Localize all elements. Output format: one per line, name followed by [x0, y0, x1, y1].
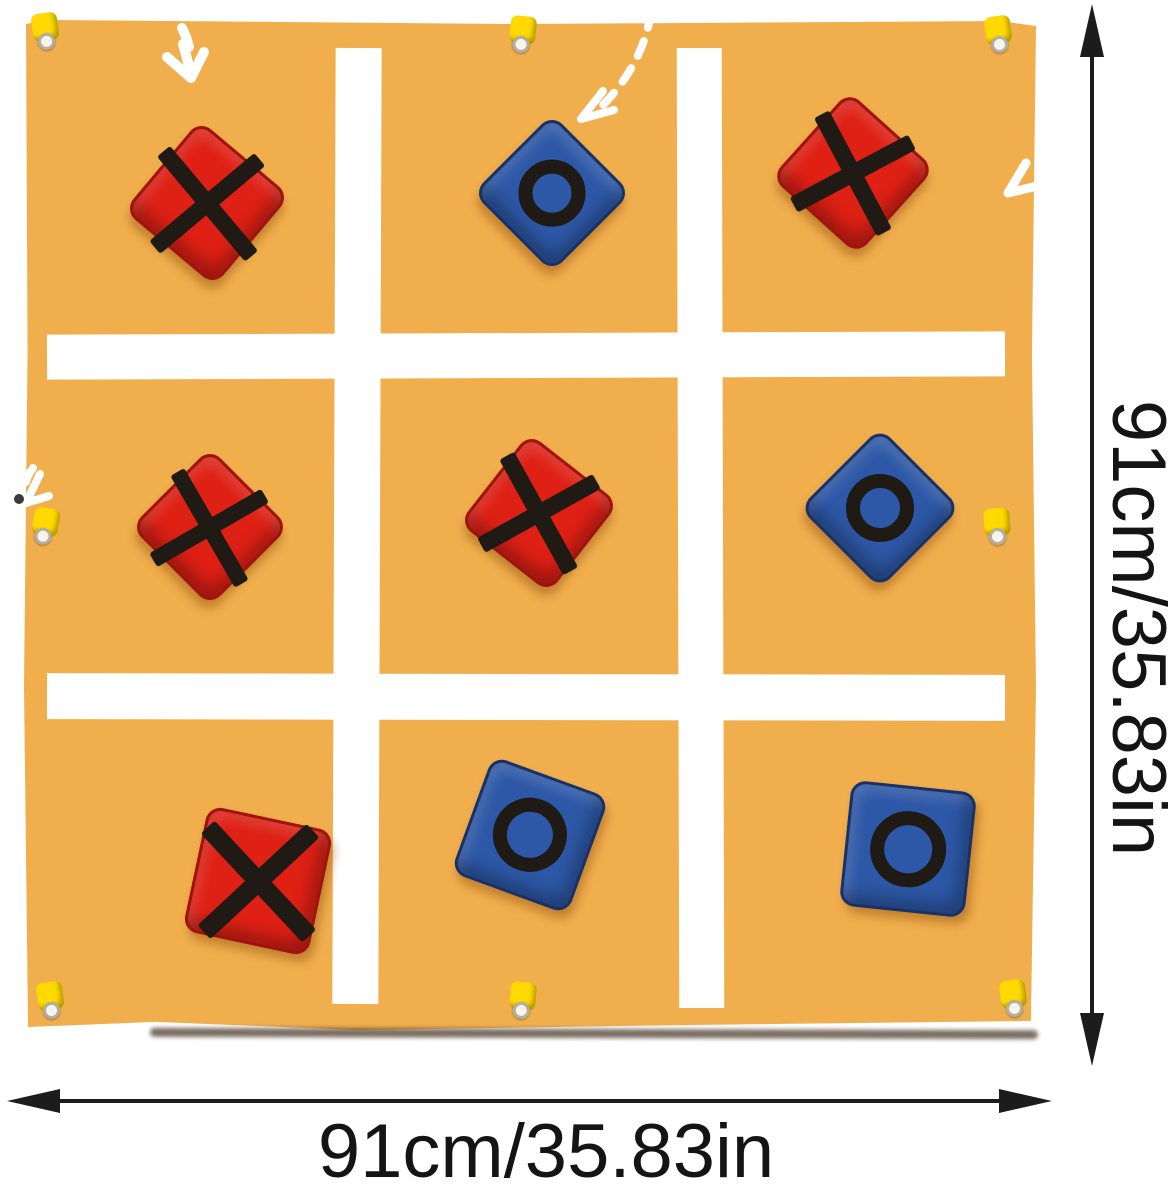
height-dimension-label: 91cm/35.83in [1096, 399, 1173, 857]
hanging-tab [998, 978, 1028, 1019]
hanging-tab [508, 14, 538, 54]
o-mark [866, 807, 950, 891]
o-mark [831, 459, 929, 557]
grid-line-horizontal-1 [46, 331, 1006, 380]
x-mark [146, 142, 267, 263]
hanging-tab [30, 11, 60, 52]
hanging-tab [30, 505, 62, 547]
x-mark [195, 818, 321, 944]
mat-shadow [149, 1027, 1039, 1040]
o-mark [482, 787, 578, 883]
hanging-tab [983, 507, 1011, 546]
bean-bag [838, 779, 978, 919]
hanging-tab [508, 980, 538, 1020]
grid-line-vertical-2 [676, 47, 725, 1009]
hanging-tab [35, 980, 65, 1021]
grid-line-horizontal-2 [46, 673, 1006, 721]
o-mark [504, 145, 600, 241]
hanging-tab [983, 14, 1013, 55]
grommet-dot-icon [14, 494, 24, 504]
grid-line-vertical-1 [332, 47, 382, 1005]
width-dimension-label: 91cm/35.83in [317, 1109, 775, 1187]
bean-bag [182, 805, 334, 957]
